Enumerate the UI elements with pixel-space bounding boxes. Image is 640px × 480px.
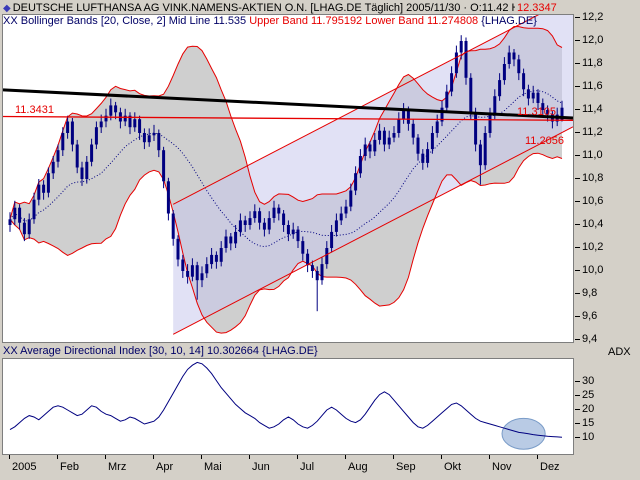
time-axis-tick [441, 455, 442, 459]
time-axis-label: Sep [396, 461, 416, 473]
adx-chart-svg [9, 361, 563, 450]
price-axis-tick [575, 86, 580, 87]
adx-axis-label: 10 [582, 431, 595, 443]
price-axis-label: 10,4 [582, 218, 604, 230]
time-axis-label: Nov [492, 461, 512, 473]
price-axis-tick [575, 224, 580, 225]
time-axis-tick [153, 455, 154, 459]
time-axis-tick [105, 455, 106, 459]
channel-lower-line [172, 126, 573, 335]
price-axis-label: 12,0 [582, 34, 604, 46]
trend-channel-fill [173, 15, 573, 335]
adx-ellipse-annotation[interactable] [501, 417, 546, 450]
adx-line [9, 361, 563, 438]
adx-axis-label: 30 [582, 375, 595, 387]
price-axis-tick [575, 178, 580, 179]
time-axis-label: Dez [540, 461, 560, 473]
chart-title: DEUTSCHE LUFTHANSA AG VINK.NAMENS-AKTIEN… [12, 2, 515, 14]
price-axis-tick [575, 132, 580, 133]
price-axis-label: 11,4 [582, 103, 603, 115]
horizontal-price-line[interactable] [3, 115, 573, 121]
adx-axis-tick [575, 437, 580, 438]
price-axis-tick [575, 40, 580, 41]
channel-upper-line [172, 15, 540, 205]
price-axis-tick [575, 155, 580, 156]
time-axis-label: Feb [60, 461, 79, 473]
adx-axis-tick [575, 409, 580, 410]
price-chart[interactable]: 11.3431 11.3105 11.2056 [2, 14, 574, 343]
time-axis-label: Jun [252, 461, 270, 473]
time-axis-label: Mai [204, 461, 222, 473]
price-axis-label: 11,0 [582, 149, 603, 161]
time-axis-tick [537, 455, 538, 459]
bollinger-mid-line [9, 90, 563, 248]
price-axis-label: 11,2 [582, 126, 603, 138]
adx-params-label: XX Average Directional Index [30, 10, 14… [3, 345, 318, 357]
hline-right-value-label: 11.3105 [517, 106, 556, 118]
bollinger-symbol-label: {LHAG.DE} [481, 15, 537, 27]
bollinger-bands-values-label: Upper Band 11.795192 Lower Band 11.27480… [249, 15, 482, 27]
bollinger-upper-band-line [9, 25, 563, 220]
time-axis-label: Mrz [108, 461, 127, 473]
adx-axis-label: 20 [582, 403, 595, 415]
time-axis-label: Apr [156, 461, 174, 473]
instrument-diamond-icon: ◆ [3, 3, 11, 14]
time-axis-tick [201, 455, 202, 459]
channel-upper-value-label: 12.3347 [517, 2, 557, 14]
price-axis-label: 10,6 [582, 195, 604, 207]
time-axis-tick [57, 455, 58, 459]
time-axis-tick [249, 455, 250, 459]
time-axis-label: Aug [348, 461, 368, 473]
time-axis-label: Okt [444, 461, 462, 473]
price-axis-label: 9,8 [582, 287, 598, 299]
bollinger-lower-band-line [9, 152, 563, 334]
adx-header: XX Average Directional Index [30, 10, 14… [3, 345, 318, 357]
price-axis-tick [575, 293, 580, 294]
price-axis-tick [575, 247, 580, 248]
time-axis-tick [345, 455, 346, 459]
time-axis: 2005 Feb Mrz Apr Mai Jun Jul Aug Sep Okt Nov Dez [0, 455, 640, 480]
price-axis-tick [575, 339, 580, 340]
adx-axis-title: ADX [608, 346, 631, 358]
bollinger-params-label: XX Bollinger Bands [20, Close, 2] Mid Li… [3, 15, 250, 27]
price-axis-tick [575, 270, 580, 271]
bollinger-header: XX Bollinger Bands [20, Close, 2] Mid Li… [3, 15, 537, 27]
adx-axis-label: 15 [582, 417, 595, 429]
adx-axis-tick [575, 395, 580, 396]
time-axis-tick [489, 455, 490, 459]
time-axis-tick [297, 455, 298, 459]
price-axis-label: 10,8 [582, 172, 604, 184]
price-axis-label: 11,8 [582, 57, 603, 69]
adx-axis-label: 25 [582, 389, 595, 401]
value-axis: 12,2 12,0 11,8 11,6 11,4 11,2 11,0 10,8 10,6 10,4… [573, 0, 640, 455]
adx-axis-tick [575, 381, 580, 382]
time-axis-label: Jul [300, 461, 315, 473]
price-axis-label: 10,0 [582, 264, 604, 276]
price-axis-tick [575, 201, 580, 202]
price-axis-tick [575, 63, 580, 64]
adx-axis-tick [575, 423, 580, 424]
price-axis-tick [575, 316, 580, 317]
time-axis-label: 2005 [12, 461, 37, 473]
adx-chart[interactable] [2, 358, 574, 455]
price-axis-label: 10,2 [582, 241, 604, 253]
price-axis-tick [575, 17, 580, 18]
price-chart-svg [3, 15, 573, 335]
price-axis-label: 11,6 [582, 80, 603, 92]
hline-left-value-label: 11.3431 [15, 104, 54, 116]
price-axis-label: 12,2 [582, 11, 604, 23]
time-axis-tick [393, 455, 394, 459]
channel-lower-value-label: 11.2056 [525, 135, 564, 147]
black-trendline[interactable] [3, 88, 573, 120]
chart-title-bar: ◆ DEUTSCHE LUFTHANSA AG VINK.NAMENS-AKTIE… [3, 2, 515, 14]
price-axis-label: 9,4 [582, 333, 598, 345]
price-axis-label: 9,6 [582, 310, 598, 322]
time-axis-tick [9, 455, 10, 459]
price-axis-tick [575, 109, 580, 110]
